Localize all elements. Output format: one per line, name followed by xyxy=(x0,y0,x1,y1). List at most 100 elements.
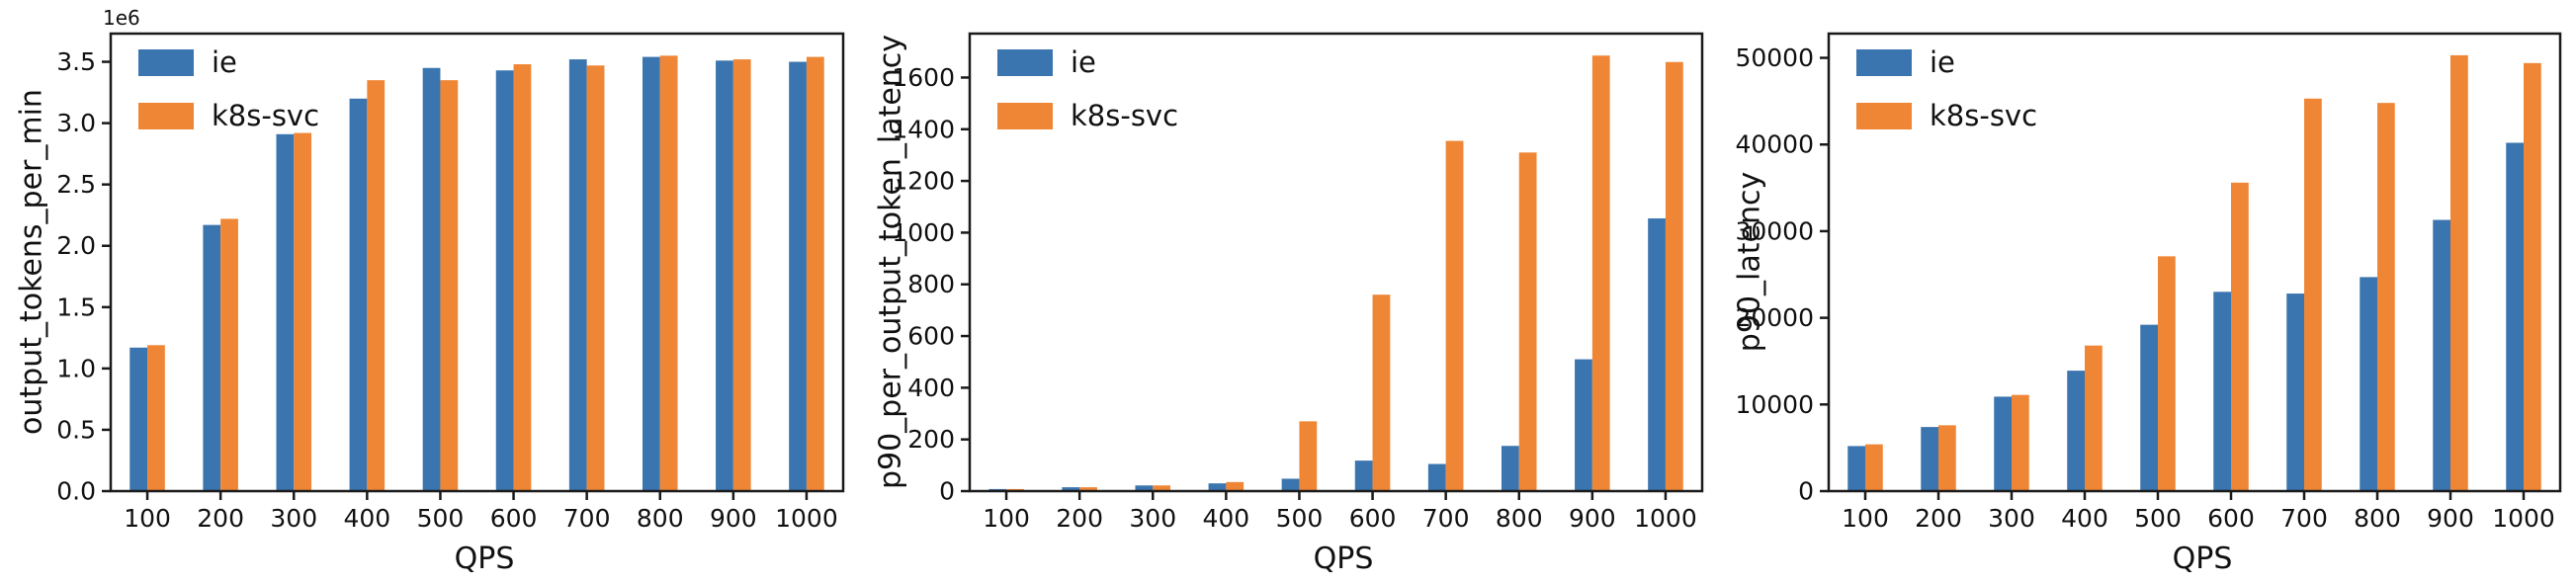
x-tick-label: 1000 xyxy=(775,504,838,533)
y-tick-label: 1.0 xyxy=(56,354,96,382)
legend-swatch-k8s-svc xyxy=(1856,103,1912,129)
bar-k8s-svc-1000 xyxy=(2524,62,2541,492)
x-tick-label: 1000 xyxy=(2492,504,2555,533)
y-tick-label: 0.0 xyxy=(56,477,96,506)
x-axis-label: QPS xyxy=(1313,542,1374,576)
x-tick-label: 400 xyxy=(1202,504,1249,533)
y-tick-label: 3.5 xyxy=(56,47,96,76)
y-tick-label: 800 xyxy=(907,270,955,298)
bar-ie-200 xyxy=(1921,427,1938,491)
legend-label-k8s-svc: k8s-svc xyxy=(212,99,319,132)
bar-k8s-svc-800 xyxy=(1518,152,1537,491)
bar-ie-500 xyxy=(2140,324,2158,491)
y-axis-offset-label: 1e6 xyxy=(103,6,140,30)
plot-border xyxy=(1827,32,2562,493)
bar-k8s-svc-500 xyxy=(2158,256,2176,491)
y-tick-label: 10000 xyxy=(1735,390,1814,419)
bar-ie-900 xyxy=(716,60,733,492)
chart-p90-latency: p90_latency QPS 0 10000 20000 30000 40000 500… xyxy=(1718,0,2576,585)
bar-k8s-svc-200 xyxy=(220,218,238,491)
bar-ie-400 xyxy=(349,98,368,491)
bar-k8s-svc-1000 xyxy=(1665,61,1683,492)
bar-k8s-svc-700 xyxy=(2304,98,2322,492)
x-tick-label: 300 xyxy=(1129,504,1176,533)
legend-label-ie: ie xyxy=(1930,45,1955,79)
chart-output-tokens-per-min: 1e6 output_tokens_per_min QPS 0.0 0.5 1.0 1… xyxy=(0,0,859,585)
bar-k8s-svc-900 xyxy=(1591,55,1610,491)
bar-ie-700 xyxy=(1427,463,1446,491)
x-tick-label: 1000 xyxy=(1634,504,1697,533)
x-tick-label: 900 xyxy=(710,504,757,533)
bar-k8s-svc-300 xyxy=(2012,394,2029,491)
bar-ie-500 xyxy=(422,67,441,491)
bar-ie-200 xyxy=(203,224,221,491)
bar-ie-800 xyxy=(642,56,660,491)
y-tick-label: 600 xyxy=(907,322,955,351)
bar-ie-300 xyxy=(276,133,295,492)
y-tick-label: 1000 xyxy=(892,218,955,247)
y-tick-label: 200 xyxy=(907,425,955,454)
bar-k8s-svc-300 xyxy=(294,132,312,492)
x-tick-label: 500 xyxy=(417,504,465,533)
y-tick-label: 40000 xyxy=(1735,130,1814,159)
bar-k8s-svc-300 xyxy=(1153,485,1171,491)
y-tick-label: 30000 xyxy=(1735,216,1814,245)
x-tick-label: 100 xyxy=(1842,504,1889,533)
plot-border xyxy=(109,32,845,493)
y-tick-label: 1.5 xyxy=(56,292,96,321)
bar-ie-900 xyxy=(2433,219,2450,491)
x-tick-label: 200 xyxy=(197,504,244,533)
bar-ie-100 xyxy=(129,347,148,491)
bar-k8s-svc-100 xyxy=(147,345,165,491)
bar-k8s-svc-400 xyxy=(2085,345,2103,491)
bar-ie-600 xyxy=(2213,292,2231,491)
bar-k8s-svc-700 xyxy=(586,65,605,492)
x-tick-label: 400 xyxy=(2061,504,2108,533)
y-tick-label: 2.5 xyxy=(56,170,96,199)
x-tick-label: 400 xyxy=(343,504,390,533)
x-tick-label: 600 xyxy=(490,504,538,533)
y-tick-label: 0 xyxy=(939,477,955,506)
legend-swatch-ie xyxy=(138,49,194,76)
bar-k8s-svc-100 xyxy=(1865,444,1883,491)
x-tick-label: 100 xyxy=(983,504,1030,533)
bar-k8s-svc-200 xyxy=(1079,487,1097,491)
bar-ie-700 xyxy=(568,59,587,491)
bar-k8s-svc-800 xyxy=(2377,103,2395,492)
y-tick-label: 1600 xyxy=(892,63,955,92)
x-tick-label: 800 xyxy=(637,504,684,533)
legend-label-ie: ie xyxy=(1071,45,1096,79)
x-tick-label: 500 xyxy=(2134,504,2182,533)
bar-ie-600 xyxy=(1354,460,1373,491)
bar-ie-800 xyxy=(1501,446,1519,491)
chart-svg-p90-latency: 0 10000 20000 30000 40000 50000 100 200 300 400 50… xyxy=(1735,32,2562,533)
x-tick-label: 200 xyxy=(1056,504,1103,533)
legend-swatch-k8s-svc xyxy=(997,103,1053,129)
y-tick-label: 3.0 xyxy=(56,109,96,137)
x-tick-label: 200 xyxy=(1915,504,1962,533)
bar-ie-200 xyxy=(1062,487,1080,491)
y-tick-label: 400 xyxy=(907,374,955,402)
bar-ie-1000 xyxy=(1648,218,1666,491)
bar-ie-400 xyxy=(1208,483,1227,491)
x-tick-label: 300 xyxy=(270,504,317,533)
bar-ie-1000 xyxy=(789,61,807,492)
bar-ie-600 xyxy=(495,70,514,492)
y-tick-label: 1200 xyxy=(892,167,955,196)
bar-ie-300 xyxy=(1994,396,2012,491)
x-tick-label: 100 xyxy=(124,504,171,533)
plot-border xyxy=(968,32,1704,493)
bar-ie-1000 xyxy=(2506,142,2524,492)
y-tick-label: 50000 xyxy=(1735,43,1814,72)
x-axis-label: QPS xyxy=(2172,542,2233,576)
x-tick-label: 900 xyxy=(2427,504,2474,533)
chart-p90-per-output-token-latency: p90_per_output_token_latency QPS 0 200 400… xyxy=(859,0,1718,585)
x-tick-label: 700 xyxy=(2280,504,2328,533)
bar-k8s-svc-900 xyxy=(732,59,751,491)
bar-k8s-svc-200 xyxy=(1938,425,1956,491)
x-tick-label: 700 xyxy=(563,504,611,533)
x-tick-label: 900 xyxy=(1569,504,1616,533)
legend-swatch-k8s-svc xyxy=(138,103,194,129)
bar-ie-300 xyxy=(1135,485,1154,491)
